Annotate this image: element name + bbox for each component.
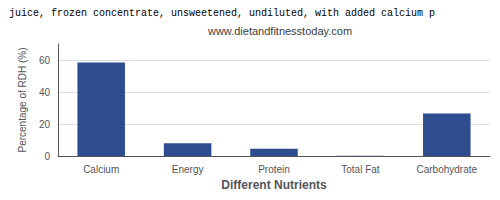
svg-text:20: 20 — [39, 119, 51, 130]
svg-text:Percentage of RDH (%): Percentage of RDH (%) — [17, 47, 28, 152]
svg-text:40: 40 — [39, 87, 51, 98]
svg-text:Carbohydrate: Carbohydrate — [417, 164, 478, 175]
svg-text:Different Nutrients: Different Nutrients — [221, 178, 327, 192]
svg-text:Total Fat: Total Fat — [341, 164, 380, 175]
svg-text:www.dietandfitnesstoday.com: www.dietandfitnesstoday.com — [207, 25, 352, 37]
svg-text:juice, frozen concentrate, uns: juice, frozen concentrate, unsweetened, … — [9, 8, 435, 19]
svg-text:0: 0 — [44, 151, 50, 162]
svg-text:Calcium: Calcium — [83, 164, 119, 175]
svg-text:60: 60 — [39, 55, 51, 66]
svg-text:Protein: Protein — [258, 164, 290, 175]
svg-text:Energy: Energy — [172, 164, 204, 175]
